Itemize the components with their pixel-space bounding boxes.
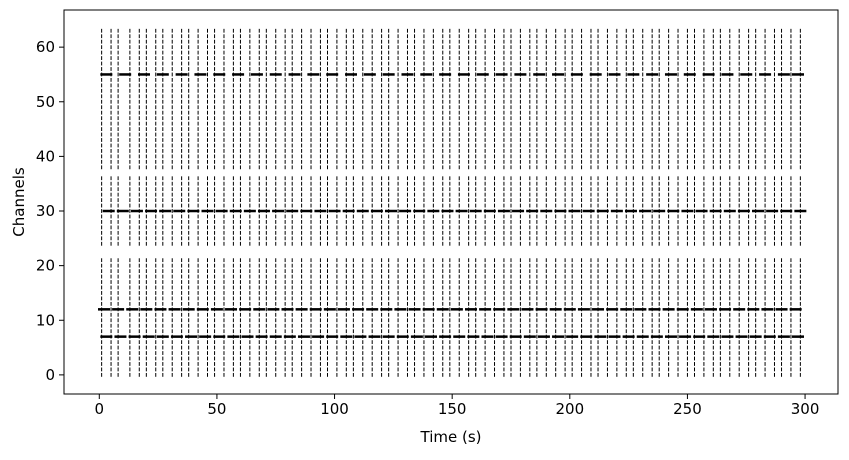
x-tick-label: 300 (791, 400, 820, 418)
plot-frame (63, 9, 839, 395)
y-tick-label: 50 (36, 93, 55, 111)
y-tick-label: 40 (36, 147, 55, 165)
y-tick-label: 30 (36, 202, 55, 220)
x-tick-label: 0 (95, 400, 105, 418)
y-tick-label: 20 (36, 257, 55, 275)
x-axis-label: Time (s) (420, 428, 482, 446)
x-tick-label: 200 (555, 400, 584, 418)
y-tick-label: 10 (36, 311, 55, 329)
y-tick-label: 60 (36, 38, 55, 56)
x-tick-label: 150 (438, 400, 467, 418)
x-tick-label: 100 (320, 400, 349, 418)
x-tick-label: 250 (673, 400, 702, 418)
y-tick-label: 0 (45, 366, 55, 384)
y-axis-label: Channels (10, 167, 28, 237)
x-tick-label: 50 (207, 400, 226, 418)
